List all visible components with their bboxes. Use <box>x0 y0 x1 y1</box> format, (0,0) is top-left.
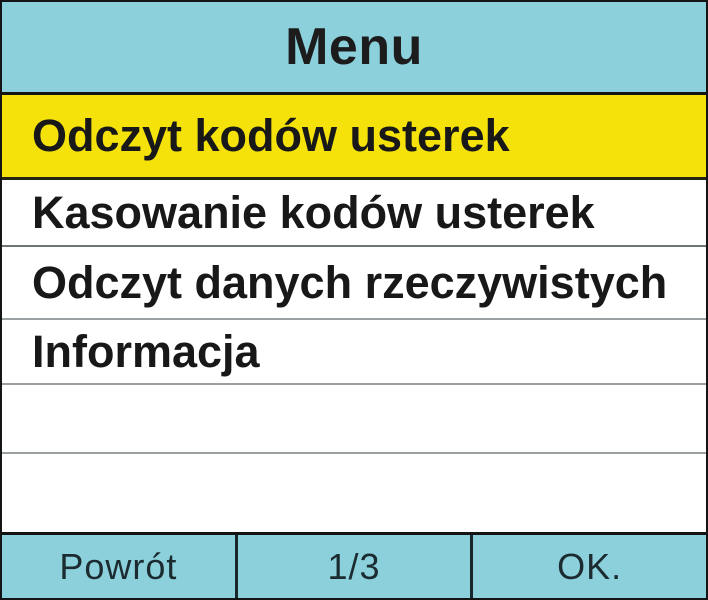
page-indicator: 1/3 <box>234 535 474 598</box>
menu-item-label: Informacja <box>32 325 260 377</box>
page-title: Menu <box>285 18 423 76</box>
menu-item-label: Odczyt kodów usterek <box>32 110 510 161</box>
menu-item-label: Kasowanie kodów usterek <box>32 186 595 238</box>
menu-item-odczyt-danych-rzeczywistych[interactable]: Odczyt danych rzeczywistych <box>2 247 706 320</box>
ok-button[interactable]: OK. <box>557 545 623 587</box>
menu-item-informacja[interactable]: Informacja <box>2 320 706 385</box>
menu-item-kasowanie-kodow-usterek[interactable]: Kasowanie kodów usterek <box>2 180 706 247</box>
title-bar: Menu <box>2 2 706 95</box>
back-button[interactable]: Powrót <box>59 545 178 587</box>
footer-bar: Powrót 1/3 OK. <box>2 535 706 598</box>
empty-row <box>2 385 706 454</box>
menu-item-odczyt-kodow-usterek[interactable]: Odczyt kodów usterek <box>2 95 706 180</box>
empty-row <box>2 454 706 535</box>
menu-item-label: Odczyt danych rzeczywistych <box>32 256 668 308</box>
